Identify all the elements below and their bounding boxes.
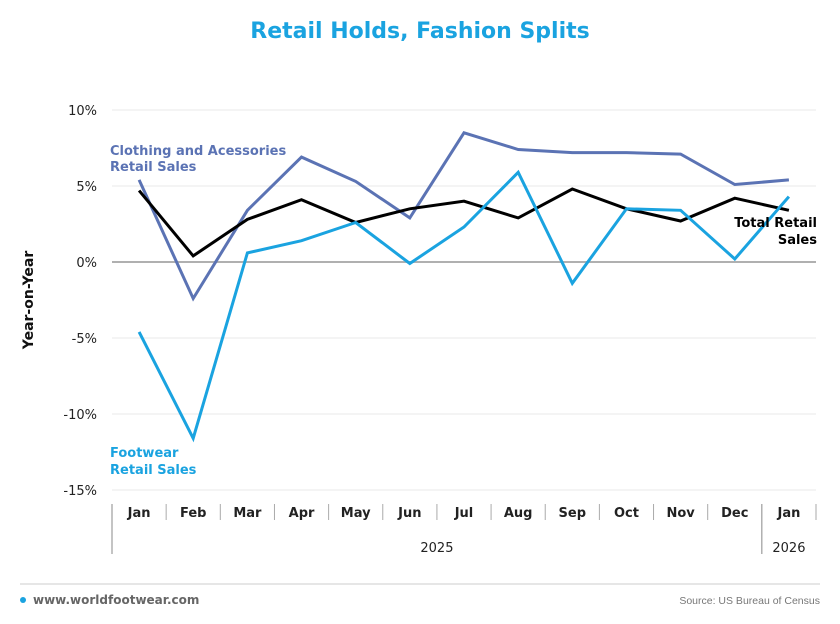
- grid: [112, 109, 816, 491]
- x-tick-label: Aug: [504, 506, 533, 521]
- y-tick-label: 0%: [76, 256, 97, 271]
- y-tick-label: 5%: [76, 180, 97, 195]
- label-total-line1: Total Retail: [734, 216, 817, 231]
- x-tick-label: Feb: [180, 506, 206, 521]
- y-tick-label: 10%: [68, 104, 97, 119]
- label-footwear-line2: Retail Sales: [110, 463, 197, 478]
- x-tick-label: Jan: [127, 506, 151, 521]
- label-footwear-line1: Footwear: [110, 446, 179, 461]
- year-label: 2026: [772, 541, 805, 556]
- series-line-footwear-retail-sales: [137, 169, 791, 443]
- x-tick-label: Jan: [776, 506, 800, 521]
- y-tick-label: -10%: [63, 408, 97, 423]
- year-label: 2025: [420, 541, 453, 556]
- footer-dot-icon: [20, 597, 26, 603]
- label-total: Total Retail Sales: [734, 216, 817, 248]
- x-tick-label: Sep: [559, 506, 587, 521]
- x-axis: Jan Feb Mar Apr May Jun Jul Aug Sep Oct Nov Dec Jan 2…: [111, 504, 817, 556]
- label-total-line2: Sales: [778, 233, 817, 248]
- footer-source: Source: US Bureau of Census: [679, 595, 820, 607]
- x-tick-label: Dec: [721, 506, 748, 521]
- x-tick-label: Oct: [614, 506, 639, 521]
- label-clothing-line2: Retail Sales: [110, 160, 197, 175]
- label-clothing-line1: Clothing and Acessories: [110, 144, 286, 159]
- y-tick-label: -5%: [72, 332, 97, 347]
- y-axis-ticks: 10% 5% 0% -5% -10% -15%: [63, 104, 97, 499]
- footer-website: www.worldfootwear.com: [33, 593, 199, 607]
- x-tick-label: May: [341, 506, 371, 521]
- series-lines: [137, 131, 791, 443]
- x-tick-label: Jul: [454, 506, 474, 521]
- x-tick-label: Mar: [233, 506, 262, 521]
- chart-title: Retail Holds, Fashion Splits: [250, 19, 590, 44]
- x-tick-label: Nov: [666, 506, 695, 521]
- label-footwear: Footwear Retail Sales: [110, 446, 197, 478]
- label-clothing: Clothing and Acessories Retail Sales: [110, 144, 286, 175]
- y-axis-label: Year-on-Year: [21, 251, 37, 351]
- x-tick-label: Apr: [289, 506, 315, 521]
- y-tick-label: -15%: [63, 484, 97, 499]
- x-tick-label: Jun: [397, 506, 421, 521]
- series-line-total-retail-sales: [137, 187, 790, 258]
